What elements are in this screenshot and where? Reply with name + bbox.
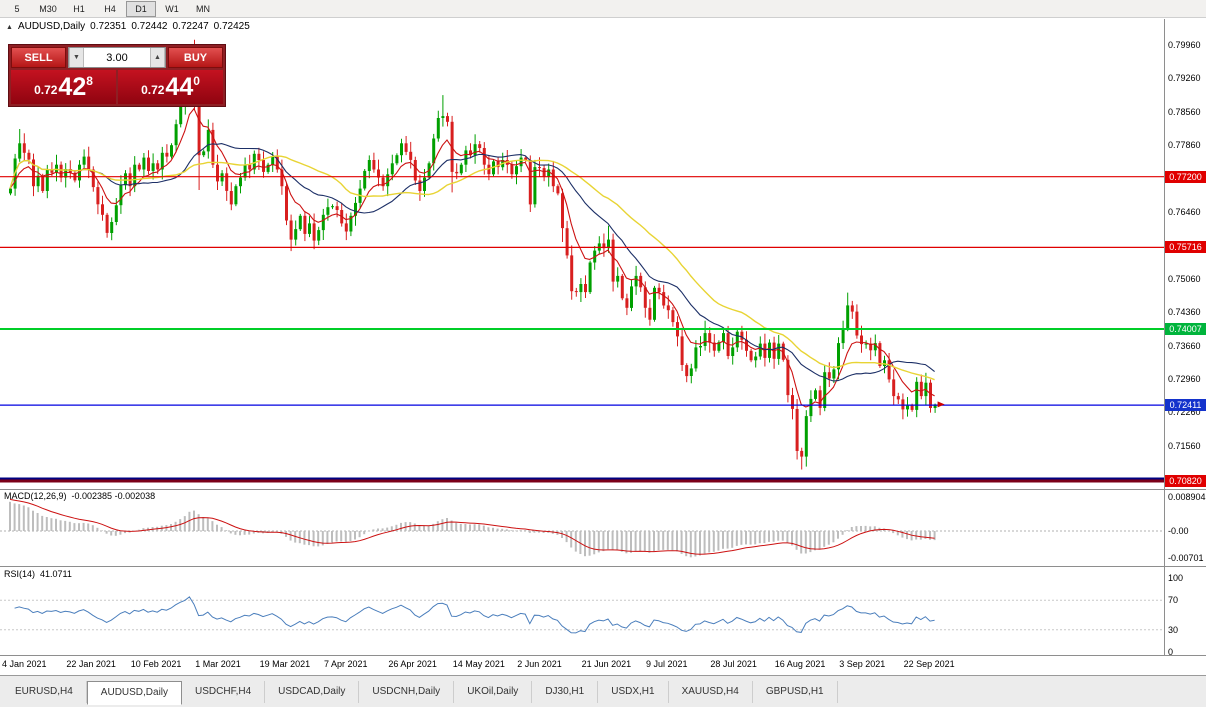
chart-tab-xauusd-h4[interactable]: XAUUSD,H4 [669,681,753,703]
sell-price-prefix: 0.72 [34,83,58,97]
chart-tab-ukoil-daily[interactable]: UKOil,Daily [454,681,533,703]
ohlc-high: 0.72442 [131,21,168,32]
chart-tabs-bar: EURUSD,H4 AUDUSD,Daily USDCHF,H4 USDCAD,Dai… [0,675,1206,707]
price-plot [9,39,937,470]
chart-symbol-label: AUDUSD,Daily [17,21,86,32]
volume-spinner: ▼ ▲ [68,47,166,68]
chart-tab-usdchf-h4[interactable]: USDCHF,H4 [182,681,266,703]
chart-symbol-icon: ▲ [6,24,13,31]
one-click-trading-panel: SELL ▼ ▲ BUY 0.72 42 8 0.72 44 0 [8,44,226,107]
volume-decrease-button[interactable]: ▼ [69,48,84,67]
timeframe-button-w1[interactable]: W1 [157,0,187,17]
chart-tab-usdcad-daily[interactable]: USDCAD,Daily [265,681,360,703]
buy-price-pip: 0 [193,74,200,88]
sell-price-display[interactable]: 0.72 42 8 [11,70,116,104]
macd-values: -0.002385 -0.002038 [71,491,156,501]
timeframe-button-m30[interactable]: M30 [33,0,63,17]
sell-button[interactable]: SELL [11,47,66,68]
chart-tab-dj30-h1[interactable]: DJ30,H1 [532,681,599,703]
volume-input[interactable] [84,48,150,67]
chart-tab-usdx-h1[interactable]: USDX,H1 [598,681,669,703]
timeframe-button-5[interactable]: 5 [2,0,32,17]
panel-splitter-macd[interactable] [0,486,1164,492]
chevron-down-icon: ▼ [73,54,80,61]
chart-tab-gbpusd-h1[interactable]: GBPUSD,H1 [753,681,838,703]
timeframe-button-h4[interactable]: H4 [95,0,125,17]
timeframe-button-mn[interactable]: MN [188,0,218,17]
chart-header: ▲ AUDUSD,Daily 0.72351 0.72442 0.72247 0.7242… [6,21,255,32]
macd-plot [0,498,1164,558]
buy-price-display[interactable]: 0.72 44 0 [118,70,223,104]
timeframe-button-h1[interactable]: H1 [64,0,94,17]
ohlc-close: 0.72425 [213,21,250,32]
chart-tab-audusd-daily[interactable]: AUDUSD,Daily [86,681,183,705]
ohlc-open: 0.72351 [90,21,127,32]
volume-increase-button[interactable]: ▲ [150,48,165,67]
macd-name: MACD(12,26,9) [4,491,67,501]
chart-tab-usdcnh-daily[interactable]: USDCNH,Daily [359,681,455,703]
macd-indicator-label: MACD(12,26,9) -0.002385 -0.002038 [4,491,160,501]
chart-tabs: EURUSD,H4 AUDUSD,Daily USDCHF,H4 USDCAD,Dai… [2,681,838,707]
chevron-up-icon: ▲ [154,54,161,61]
buy-price-big: 44 [165,72,194,101]
rsi-value: 41.0711 [40,569,72,579]
ohlc-low: 0.72247 [172,21,209,32]
buy-price-prefix: 0.72 [141,83,165,97]
rsi-name: RSI(14) [4,569,36,579]
sell-price-pip: 8 [86,74,93,88]
timeframe-button-d1[interactable]: D1 [126,0,156,17]
timeframe-buttons-group: 5 M30 H1 H4 D1 W1 MN [2,0,218,17]
rsi-plot [0,596,1164,634]
buy-button[interactable]: BUY [168,47,223,68]
sell-price-big: 42 [58,72,87,101]
current-price-marker [937,401,945,408]
timeframes-toolbar: 5 M30 H1 H4 D1 W1 MN [0,0,1206,18]
chart-tab-eurusd-h4[interactable]: EURUSD,H4 [2,681,87,703]
rsi-indicator-label: RSI(14) 41.0711 [4,569,77,579]
panel-splitter-rsi[interactable] [0,563,1164,569]
price-chart-canvas[interactable] [0,0,1206,676]
